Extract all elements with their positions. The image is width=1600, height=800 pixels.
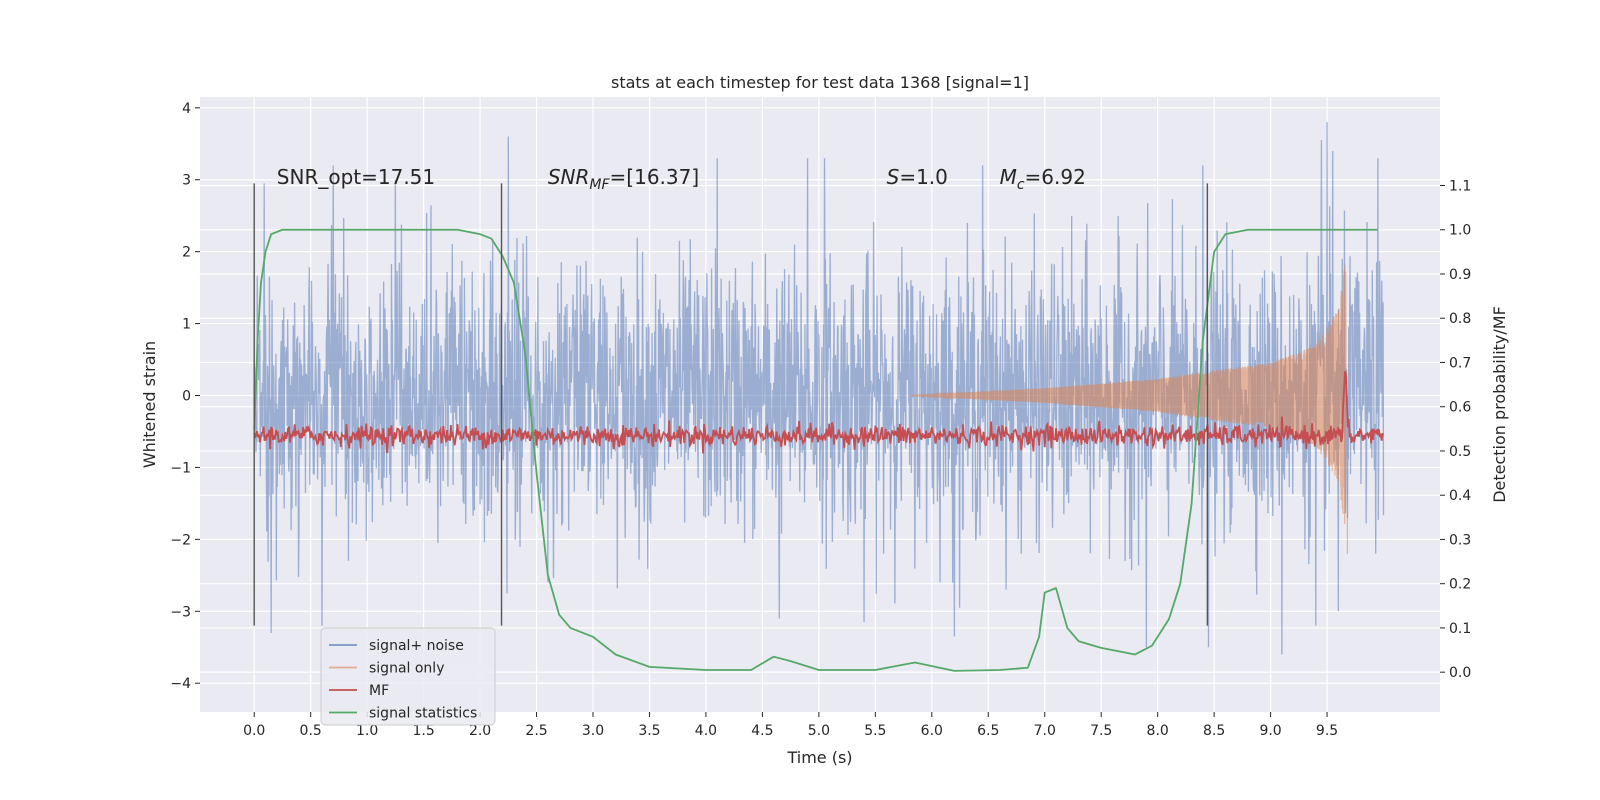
y-tick-label: 4 — [182, 101, 191, 117]
y2-tick-label: 0.0 — [1449, 665, 1471, 681]
y2-tick-label: 0.6 — [1449, 400, 1471, 416]
y2-tick-label: 1.0 — [1449, 223, 1471, 239]
snr-mf-subscript: MF — [589, 177, 610, 193]
x-tick-label: 9.5 — [1316, 723, 1338, 739]
y-tick-label: 2 — [182, 245, 191, 261]
y2-tick-label: 0.7 — [1449, 355, 1471, 371]
y-axis-left: −4 −3 −2 −1 0 1 2 3 4 — [170, 101, 200, 692]
x-tick-label: 0.0 — [243, 723, 265, 739]
x-tick-label: 6.5 — [977, 723, 999, 739]
x-tick-label: 3.5 — [638, 723, 660, 739]
snr-mf-value: =[16.37] — [610, 165, 700, 189]
y-tick-label: 3 — [182, 173, 191, 189]
signal-statistics-line — [253, 228, 1378, 672]
series-layer — [253, 122, 1385, 672]
snr-opt-annotation: SNR_opt=17.51 — [277, 165, 435, 189]
signal-only-line — [909, 264, 1348, 554]
legend-label: MF — [369, 683, 389, 699]
y2-tick-label: 0.1 — [1449, 621, 1471, 637]
y-tick-label: −4 — [170, 676, 191, 692]
x-tick-label: 7.5 — [1090, 723, 1112, 739]
legend-label: signal statistics — [369, 706, 477, 722]
snr-mf-annotation: SNRMF=[16.37] — [548, 165, 699, 193]
x-tick-label: 8.5 — [1203, 723, 1225, 739]
legend-label: signal only — [369, 661, 444, 677]
y-tick-label: −2 — [170, 532, 191, 548]
s-annotation: S=1.0 — [887, 165, 948, 189]
y2-tick-label: 0.3 — [1449, 532, 1471, 548]
x-tick-label: 1.5 — [412, 723, 434, 739]
y2-tick-label: 0.2 — [1449, 577, 1471, 593]
y2-tick-label: 0.5 — [1449, 444, 1471, 460]
x-tick-label: 9.0 — [1259, 723, 1281, 739]
s-symbol: S — [887, 165, 900, 189]
y-axis-label: Whitened strain — [140, 341, 159, 468]
y2-tick-label: 0.8 — [1449, 311, 1471, 327]
x-tick-label: 8.0 — [1147, 723, 1169, 739]
vertical-markers — [253, 183, 1209, 626]
x-tick-label: 4.5 — [751, 723, 773, 739]
x-tick-label: 4.0 — [695, 723, 717, 739]
y2-tick-label: 1.1 — [1449, 178, 1471, 194]
legend-box — [320, 627, 496, 726]
x-axis-label: Time (s) — [786, 748, 852, 767]
x-tick-label: 7.0 — [1034, 723, 1056, 739]
x-tick-label: 5.5 — [864, 723, 886, 739]
x-tick-label: 2.0 — [469, 723, 491, 739]
mc-subscript: c — [1017, 177, 1025, 193]
x-tick-label: 5.0 — [808, 723, 830, 739]
x-tick-label: 6.0 — [921, 723, 943, 739]
y2-tick-label: 0.9 — [1449, 267, 1471, 283]
s-value: =1.0 — [899, 165, 948, 189]
y-tick-label: 0 — [182, 389, 191, 405]
y-axis-right: 0.0 0.1 0.2 0.3 0.4 0.5 0.6 0.7 0.8 0.9 1.0 1.1 — [1440, 178, 1471, 681]
x-tick-label: 2.5 — [525, 723, 547, 739]
y-tick-label: 1 — [182, 317, 191, 333]
legend: signal+ noise signal only MF signal statist… — [320, 627, 496, 726]
mc-symbol: M — [1000, 165, 1017, 189]
chart-title: stats at each timestep for test data 136… — [611, 73, 1029, 92]
x-tick-label: 0.5 — [300, 723, 322, 739]
x-tick-label: 3.0 — [582, 723, 604, 739]
y-tick-label: −1 — [170, 460, 191, 476]
x-tick-label: 1.0 — [356, 723, 378, 739]
x-axis: 0.0 0.5 1.0 1.5 2.0 2.5 3.0 3.5 4.0 4.5 5.0 5.5 6.0 6… — [243, 712, 1338, 739]
y-tick-label: −3 — [170, 604, 191, 620]
y2-tick-label: 0.4 — [1449, 488, 1471, 504]
y2-axis-label: Detection probability/MF — [1490, 306, 1509, 503]
legend-label: signal+ noise — [369, 638, 464, 654]
mc-annotation: Mc=6.92 — [1000, 165, 1086, 193]
snr-mf-symbol: SNR — [548, 165, 590, 189]
mc-value: =6.92 — [1025, 165, 1086, 189]
